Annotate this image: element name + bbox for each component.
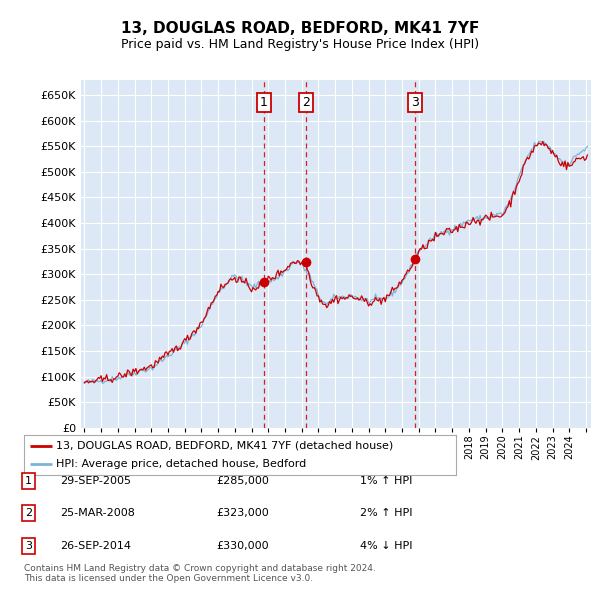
Text: 3: 3 (410, 96, 419, 109)
Text: 25-MAR-2008: 25-MAR-2008 (60, 509, 135, 518)
Text: Price paid vs. HM Land Registry's House Price Index (HPI): Price paid vs. HM Land Registry's House … (121, 38, 479, 51)
Text: £285,000: £285,000 (216, 476, 269, 486)
Text: £330,000: £330,000 (216, 541, 269, 550)
Text: Contains HM Land Registry data © Crown copyright and database right 2024.
This d: Contains HM Land Registry data © Crown c… (24, 563, 376, 583)
Text: 2: 2 (302, 96, 310, 109)
Text: 4% ↓ HPI: 4% ↓ HPI (360, 541, 413, 550)
Text: 1% ↑ HPI: 1% ↑ HPI (360, 476, 412, 486)
Text: 2: 2 (25, 509, 32, 518)
Text: £323,000: £323,000 (216, 509, 269, 518)
Text: 3: 3 (25, 541, 32, 550)
Text: 2% ↑ HPI: 2% ↑ HPI (360, 509, 413, 518)
Text: 13, DOUGLAS ROAD, BEDFORD, MK41 7YF (detached house): 13, DOUGLAS ROAD, BEDFORD, MK41 7YF (det… (56, 441, 394, 451)
Text: 1: 1 (25, 476, 32, 486)
Text: 29-SEP-2005: 29-SEP-2005 (60, 476, 131, 486)
Text: 1: 1 (260, 96, 268, 109)
Text: HPI: Average price, detached house, Bedford: HPI: Average price, detached house, Bedf… (56, 459, 307, 469)
Text: 13, DOUGLAS ROAD, BEDFORD, MK41 7YF: 13, DOUGLAS ROAD, BEDFORD, MK41 7YF (121, 21, 479, 35)
Text: 26-SEP-2014: 26-SEP-2014 (60, 541, 131, 550)
